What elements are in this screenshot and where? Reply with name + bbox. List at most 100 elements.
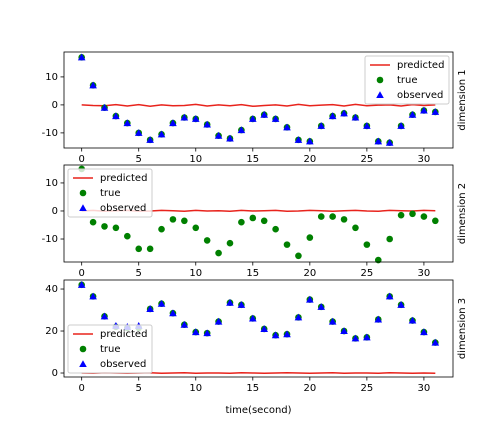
true-point xyxy=(158,225,165,233)
legend-label: true xyxy=(100,188,121,199)
true-point xyxy=(272,225,279,233)
observed-point xyxy=(374,137,383,145)
plot-frame xyxy=(63,51,454,149)
observed-point xyxy=(226,298,234,306)
subplot: 0 5 10 15 20 25 30 -10 0 10 dimension 2 predicted tr… xyxy=(42,164,468,279)
observed-point xyxy=(306,295,314,303)
observed-point xyxy=(237,126,246,134)
true-point xyxy=(260,217,268,225)
x-tick-label: 30 xyxy=(418,268,431,279)
observed-point xyxy=(283,123,291,131)
x-tick-label: 20 xyxy=(303,268,316,279)
legend-marker xyxy=(79,345,87,353)
observed-point xyxy=(397,300,405,308)
true-point xyxy=(101,223,108,230)
observed-point xyxy=(180,113,189,121)
x-tick-label: 30 xyxy=(418,383,431,394)
legend-marker xyxy=(79,204,87,212)
legend-label: true xyxy=(397,75,418,86)
true-point xyxy=(169,216,177,223)
observed-point xyxy=(214,317,223,325)
observed-point xyxy=(351,334,360,342)
observed-point xyxy=(328,112,337,120)
observed-point xyxy=(351,113,360,121)
observed-point xyxy=(77,53,86,61)
true-point xyxy=(340,216,348,223)
observed-point xyxy=(408,110,417,118)
y-tick-label: 10 xyxy=(45,72,58,83)
observed-point xyxy=(226,134,234,142)
y-tick-label: -10 xyxy=(42,128,58,139)
legend-label: observed xyxy=(397,90,443,101)
observed-point xyxy=(112,112,120,120)
true-point xyxy=(420,213,428,220)
subplot: 0 5 10 15 20 25 30 -10 0 10 dimension 1 predicted tr… xyxy=(42,51,468,165)
true-point xyxy=(135,245,143,253)
x-tick-label: 10 xyxy=(189,268,202,279)
x-tick-label: 20 xyxy=(303,383,316,394)
observed-point xyxy=(89,292,97,300)
legend-box xyxy=(67,324,153,374)
legend-marker xyxy=(79,360,87,368)
x-tick-label: 25 xyxy=(361,383,374,394)
legend-marker xyxy=(79,189,87,197)
x-tick-label: 0 xyxy=(78,383,84,394)
true-point xyxy=(329,213,336,220)
legend-label: predicted xyxy=(100,173,147,184)
true-point xyxy=(306,234,314,241)
x-tick-label: 5 xyxy=(136,268,142,279)
observed-point xyxy=(306,137,314,145)
legend-box xyxy=(364,55,450,105)
y-tick-label: 0 xyxy=(52,368,58,379)
legend-marker xyxy=(376,76,384,84)
y-axis-label: dimension 3 xyxy=(457,298,468,359)
observed-point xyxy=(340,327,348,335)
observed-point xyxy=(77,281,86,288)
observed-point xyxy=(431,108,440,115)
observed-point xyxy=(89,81,97,89)
observed-point xyxy=(271,115,280,122)
plot-frame xyxy=(63,279,454,378)
true-point xyxy=(432,217,439,225)
observed-point xyxy=(100,103,109,111)
observed-point xyxy=(397,122,405,129)
true-point xyxy=(215,249,222,257)
y-tick-label: 0 xyxy=(52,100,58,111)
x-tick-label: 5 xyxy=(136,154,142,165)
observed-point xyxy=(363,122,371,129)
observed-point xyxy=(294,136,303,143)
true-point xyxy=(203,237,211,244)
observed-point xyxy=(374,315,383,323)
true-point xyxy=(238,218,245,226)
legend-box xyxy=(67,168,153,218)
observed-point xyxy=(431,338,440,346)
observed-point xyxy=(191,328,200,336)
legend-label: true xyxy=(100,344,121,355)
x-tick-label: 15 xyxy=(246,154,259,165)
observed-point xyxy=(203,329,211,337)
observed-point xyxy=(317,303,326,310)
observed-point xyxy=(169,119,177,127)
observed-point xyxy=(157,299,166,307)
x-tick-label: 30 xyxy=(418,154,431,165)
observed-point xyxy=(294,313,303,321)
true-point xyxy=(192,224,200,232)
observed-point xyxy=(408,316,417,324)
observed-point xyxy=(260,110,269,118)
x-tick-label: 25 xyxy=(361,154,374,165)
observed-point xyxy=(214,131,223,139)
y-tick-label: -10 xyxy=(42,234,58,245)
legend-label: observed xyxy=(100,359,146,370)
true-point xyxy=(249,214,257,222)
legend-label: predicted xyxy=(397,60,444,71)
y-axis-label: dimension 1 xyxy=(457,69,468,130)
true-point xyxy=(295,252,302,260)
true-point xyxy=(386,235,393,243)
x-tick-label: 10 xyxy=(189,383,202,394)
true-point xyxy=(124,232,131,240)
legend-marker xyxy=(376,91,384,99)
true-point xyxy=(181,217,188,225)
true-point xyxy=(397,211,405,219)
observed-point xyxy=(248,314,257,322)
